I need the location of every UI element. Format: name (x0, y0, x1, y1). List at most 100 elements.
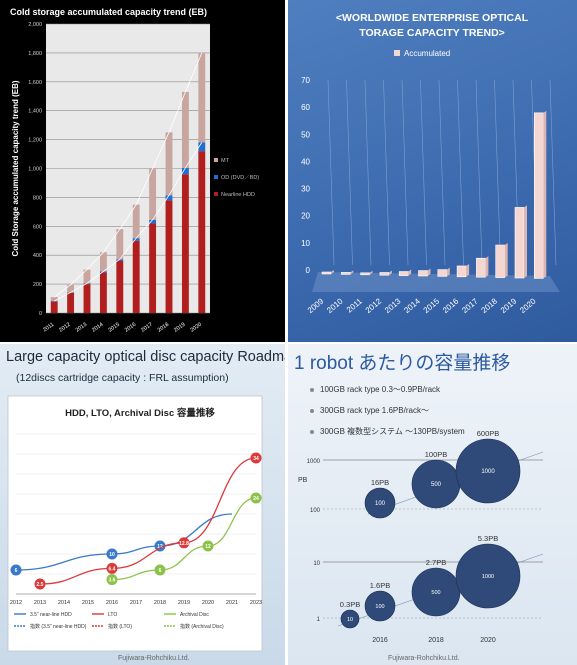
bubble-capacity-label: 1.6PB (370, 581, 390, 590)
robot-capacity-chart: 1000 100 10 1 PB 100 16PB 500 100PB 1000 600PB 10 0.… (298, 429, 544, 644)
bar-side (504, 243, 508, 278)
y-tick-label: 800 (33, 195, 42, 201)
bar-nearline-hdd (99, 272, 107, 313)
legend-swatch (214, 158, 218, 162)
y-tick-label: 1 (317, 617, 321, 623)
x-tick-label: 2019 (499, 296, 519, 315)
bar-mt (99, 252, 107, 272)
bullet-3-text: 300GB 複数型システム ～130PB/system (320, 427, 465, 436)
bar-mt (50, 297, 58, 302)
x-tick-label: 2018 (154, 600, 166, 606)
bubble-size-label: 100 (375, 604, 384, 610)
y-axis-label: PB (298, 477, 308, 484)
y-tick-label: 70 (301, 76, 310, 85)
gridline (420, 79, 427, 266)
gridline (494, 79, 501, 266)
bubble-capacity-label: 600PB (477, 429, 500, 438)
bar-accumulated (340, 272, 351, 275)
data-label: 3.6 (109, 578, 116, 584)
x-tick-label: 2009 (306, 296, 326, 315)
y-tick-label: 50 (301, 130, 310, 139)
gridline (438, 79, 446, 266)
x-tick-label: 2018 (480, 296, 500, 315)
x-tick-label: 2014 (402, 296, 422, 315)
x-tick-label: 2020 (480, 637, 496, 644)
bar-od (132, 238, 140, 241)
x-tick-label: 2020 (202, 600, 214, 606)
legend-swatch (214, 192, 218, 196)
bubble-size-label: 500 (431, 482, 442, 488)
data-marker (106, 548, 118, 560)
legend-label: 指数 (Archival Disc) (180, 623, 224, 630)
bubble-capacity-label: 16PB (371, 478, 389, 487)
bar-accumulated (514, 207, 525, 279)
bullet-1-text: 100GB rack type 0.3～0.9PB/rack (320, 385, 441, 394)
optical-storage-chart: <WORLDWIDE ENTERPRISE OPTICAL TORAGE CAP… (301, 12, 560, 315)
bar-side (427, 268, 431, 276)
series-line (39, 457, 257, 585)
x-tick-label: 2018 (157, 322, 170, 334)
bar-od (198, 142, 206, 152)
x-tick-label: 2019 (178, 600, 190, 606)
capacity-bubble (340, 609, 360, 629)
bubble-size-label: 500 (431, 590, 440, 596)
roadmap-credit: Fujiwara-Rohchiku.Ltd. (118, 655, 190, 662)
bar-mt (67, 284, 75, 293)
series-line (15, 513, 233, 571)
y-tick-label: 1,800 (28, 51, 42, 57)
bar-side (408, 269, 412, 276)
x-tick-label: 2020 (189, 322, 202, 334)
data-label: 6 (159, 568, 162, 574)
bar-side (446, 267, 450, 277)
x-tick-label: 2016 (124, 322, 137, 334)
bar-nearline-hdd (149, 223, 157, 313)
cold-storage-chart: Cold storage accumulated capacity trend … (10, 7, 259, 334)
x-tick-label: 2015 (107, 322, 120, 334)
y-tick-label: 100 (310, 508, 321, 514)
y-tick-label: 2,000 (28, 22, 42, 28)
gridline (457, 79, 464, 266)
bar-nearline-hdd (165, 200, 173, 313)
legend-label: Accumulated (404, 49, 450, 58)
y-tick-label: 1,000 (28, 167, 42, 173)
bar-accumulated (321, 271, 332, 275)
bar-mt (116, 229, 124, 260)
data-marker (250, 452, 262, 464)
capacity-bubble (455, 438, 521, 504)
bar-nearline-hdd (181, 174, 189, 313)
x-tick-label: 2021 (226, 600, 238, 606)
y-tick-label: 30 (301, 185, 310, 194)
series-line (111, 497, 257, 581)
y-tick-label: 200 (33, 282, 42, 288)
bar-nearline-hdd (50, 301, 58, 313)
x-tick-label: 2015 (82, 600, 94, 606)
data-marker (34, 578, 46, 590)
bullet-dot-icon (310, 387, 314, 392)
x-tick-label: 2010 (325, 296, 345, 315)
x-tick-label: 2012 (58, 322, 71, 334)
chart-title: Cold storage accumulated capacity trend … (10, 7, 207, 17)
bar-od (116, 259, 124, 261)
y-tick-label: 1,200 (28, 138, 42, 144)
bubble-capacity-label: 2.7PB (426, 558, 446, 567)
roadmap-title: Large capacity optical disc capacity Roa… (6, 349, 285, 365)
bar-side (350, 270, 354, 275)
bullet-dot-icon (310, 408, 314, 413)
bullet-2: 300GB rack type 1.6PB/rack～ (310, 405, 429, 416)
legend-label: 指数 (3.5” near-line HDD) (30, 623, 87, 630)
x-tick-label: 2015 (422, 296, 442, 315)
legend-label: Nearline HDD (221, 192, 255, 198)
legend-swatch (394, 50, 400, 56)
y-tick-label: 1,600 (28, 80, 42, 86)
gridline (401, 79, 409, 266)
x-tick-label: 2013 (34, 600, 46, 606)
robot-capacity-title: 1 robot あたりの容量推移 (294, 353, 511, 374)
bar-accumulated (398, 271, 409, 276)
bubble-capacity-label: 0.3PB (340, 600, 360, 609)
y-tick-label: 10 (301, 239, 310, 248)
data-marker (154, 564, 166, 576)
legend-label: 3.5” near-line HDD (30, 612, 72, 618)
data-label: 24 (253, 496, 259, 502)
bar-accumulated (418, 270, 428, 277)
data-label: 34 (253, 456, 259, 462)
